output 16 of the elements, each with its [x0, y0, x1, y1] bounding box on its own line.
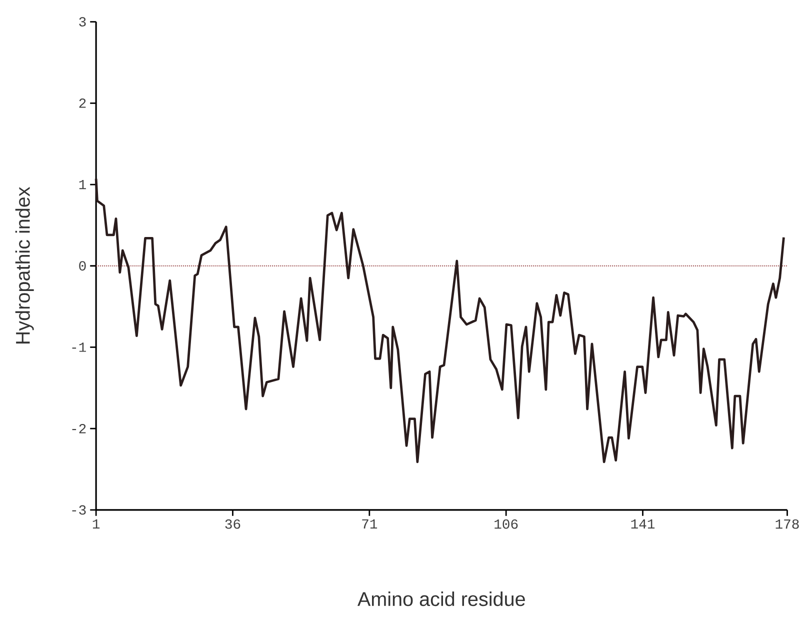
x-tick-label: 36: [225, 519, 240, 529]
x-tick-label: 106: [494, 519, 518, 529]
line-series: [94, 178, 785, 464]
y-tick-label: -2: [72, 424, 86, 434]
x-axis-title: Amino acid residue: [357, 592, 525, 606]
x-tick-label: 71: [362, 519, 378, 529]
y-tick-label: 1: [79, 180, 86, 190]
x-tick-label: 178: [776, 519, 799, 529]
x-tick-label: 141: [631, 519, 655, 529]
y-tick-label: 2: [79, 98, 86, 108]
y-tick-label: 0: [79, 261, 86, 271]
y-tick-label: 3: [79, 17, 86, 27]
y-tick-label: -3: [72, 505, 86, 515]
y-axis-title: Hydropathic index: [15, 186, 34, 344]
x-tick-label: 1: [92, 519, 100, 529]
y-tick-label: -1: [72, 342, 86, 352]
